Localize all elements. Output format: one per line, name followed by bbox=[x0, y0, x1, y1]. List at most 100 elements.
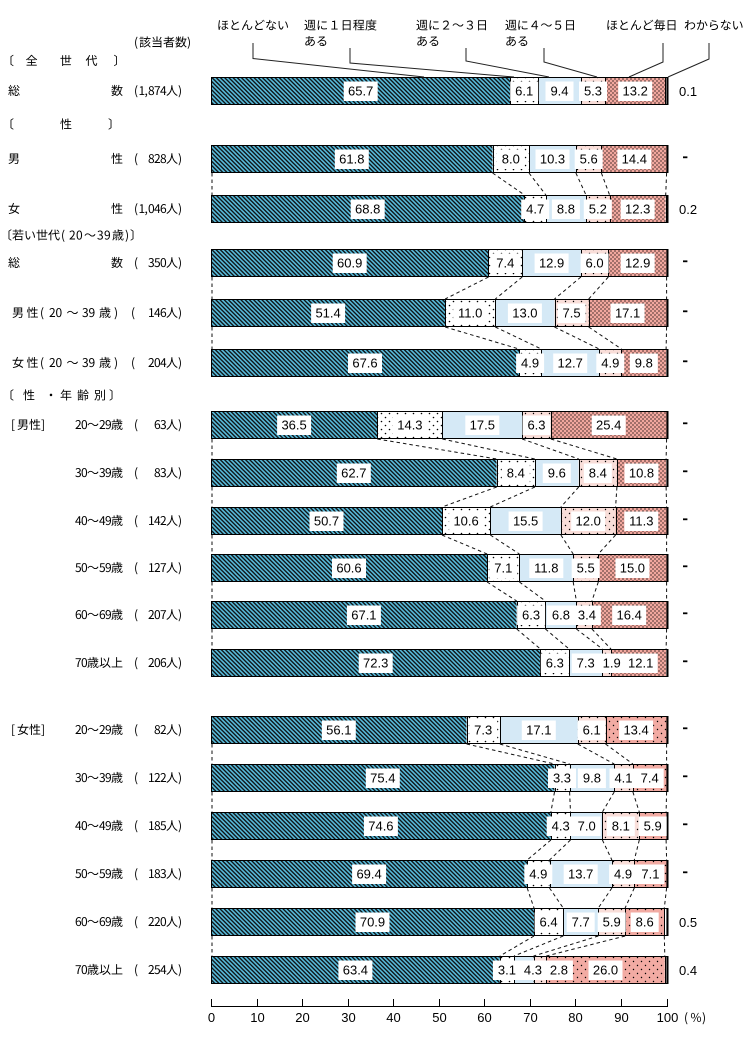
svg-text:10.3: 10.3 bbox=[540, 152, 565, 167]
svg-text:6.0: 6.0 bbox=[586, 256, 604, 271]
svg-text:6.1: 6.1 bbox=[515, 84, 533, 99]
svg-text:0: 0 bbox=[208, 1010, 215, 1025]
svg-text:9.4: 9.4 bbox=[550, 84, 568, 99]
svg-text:14.4: 14.4 bbox=[622, 152, 647, 167]
svg-text:8.0: 8.0 bbox=[502, 152, 520, 167]
svg-text:40: 40 bbox=[386, 1010, 400, 1025]
svg-text:4.7: 4.7 bbox=[526, 202, 544, 217]
svg-text:11.8: 11.8 bbox=[534, 561, 558, 576]
svg-text:20: 20 bbox=[295, 1010, 309, 1025]
svg-text:5.9: 5.9 bbox=[603, 915, 621, 930]
svg-text:4.9: 4.9 bbox=[601, 356, 619, 371]
svg-text:4.9: 4.9 bbox=[529, 867, 547, 882]
svg-text:80: 80 bbox=[568, 1010, 582, 1025]
svg-text:70.9: 70.9 bbox=[360, 915, 385, 930]
svg-text:17.1: 17.1 bbox=[615, 306, 640, 321]
svg-text:63.4: 63.4 bbox=[343, 963, 368, 978]
svg-text:13.4: 13.4 bbox=[623, 723, 648, 738]
svg-text:8.1: 8.1 bbox=[612, 819, 630, 834]
svg-text:68.8: 68.8 bbox=[355, 202, 380, 217]
svg-text:3.1: 3.1 bbox=[498, 963, 516, 978]
svg-text:4.3: 4.3 bbox=[552, 819, 570, 834]
svg-text:17.5: 17.5 bbox=[470, 418, 495, 433]
svg-text:8.4: 8.4 bbox=[507, 466, 525, 481]
svg-text:74.6: 74.6 bbox=[368, 819, 393, 834]
svg-text:13.7: 13.7 bbox=[568, 867, 593, 882]
svg-text:7.4: 7.4 bbox=[641, 771, 659, 786]
svg-text:8.4: 8.4 bbox=[589, 466, 607, 481]
svg-text:70: 70 bbox=[523, 1010, 537, 1025]
svg-text:7.0: 7.0 bbox=[578, 819, 596, 834]
svg-text:0.5: 0.5 bbox=[679, 915, 697, 930]
svg-text:60: 60 bbox=[477, 1010, 491, 1025]
svg-text:26.0: 26.0 bbox=[593, 963, 618, 978]
svg-text:60.9: 60.9 bbox=[337, 256, 362, 271]
svg-text:17.1: 17.1 bbox=[526, 723, 551, 738]
svg-text:9.8: 9.8 bbox=[635, 356, 653, 371]
svg-text:12.3: 12.3 bbox=[625, 202, 650, 217]
svg-text:5.5: 5.5 bbox=[577, 561, 595, 576]
svg-text:36.5: 36.5 bbox=[281, 418, 306, 433]
svg-text:11.0: 11.0 bbox=[458, 306, 482, 321]
svg-text:6.8: 6.8 bbox=[552, 608, 570, 623]
svg-text:6.4: 6.4 bbox=[540, 915, 558, 930]
svg-text:9.6: 9.6 bbox=[548, 466, 566, 481]
svg-text:6.3: 6.3 bbox=[522, 608, 540, 623]
svg-text:10: 10 bbox=[250, 1010, 264, 1025]
svg-text:11.3: 11.3 bbox=[629, 514, 653, 529]
svg-text:5.9: 5.9 bbox=[644, 819, 662, 834]
svg-text:6.3: 6.3 bbox=[546, 656, 564, 671]
svg-text:30: 30 bbox=[341, 1010, 355, 1025]
svg-text:1.9: 1.9 bbox=[603, 656, 621, 671]
svg-text:7.4: 7.4 bbox=[496, 256, 514, 271]
svg-text:4.9: 4.9 bbox=[521, 356, 539, 371]
svg-text:56.1: 56.1 bbox=[326, 723, 351, 738]
svg-text:4.1: 4.1 bbox=[614, 771, 632, 786]
svg-text:12.9: 12.9 bbox=[539, 256, 564, 271]
svg-text:4.3: 4.3 bbox=[524, 963, 542, 978]
svg-text:90: 90 bbox=[614, 1010, 628, 1025]
svg-text:7.1: 7.1 bbox=[641, 867, 659, 882]
svg-text:10.8: 10.8 bbox=[629, 466, 654, 481]
svg-text:50.7: 50.7 bbox=[314, 514, 339, 529]
svg-text:61.8: 61.8 bbox=[339, 152, 364, 167]
svg-text:69.4: 69.4 bbox=[356, 867, 381, 882]
svg-text:0.1: 0.1 bbox=[679, 84, 697, 99]
svg-text:12.1: 12.1 bbox=[628, 656, 653, 671]
svg-text:14.3: 14.3 bbox=[397, 418, 422, 433]
svg-text:8.8: 8.8 bbox=[557, 202, 575, 217]
svg-text:12.9: 12.9 bbox=[625, 256, 650, 271]
svg-text:3.4: 3.4 bbox=[578, 608, 596, 623]
svg-text:6.3: 6.3 bbox=[527, 418, 545, 433]
svg-text:13.2: 13.2 bbox=[623, 84, 648, 99]
svg-text:7.1: 7.1 bbox=[494, 561, 512, 576]
svg-text:3.3: 3.3 bbox=[553, 771, 571, 786]
svg-text:6.1: 6.1 bbox=[583, 723, 601, 738]
svg-text:5.6: 5.6 bbox=[580, 152, 598, 167]
svg-text:5.2: 5.2 bbox=[589, 202, 607, 217]
svg-text:12.0: 12.0 bbox=[576, 514, 601, 529]
svg-text:50: 50 bbox=[432, 1010, 446, 1025]
svg-text:13.0: 13.0 bbox=[512, 306, 537, 321]
svg-text:75.4: 75.4 bbox=[370, 771, 395, 786]
svg-text:25.4: 25.4 bbox=[596, 418, 621, 433]
svg-text:9.8: 9.8 bbox=[583, 771, 601, 786]
svg-text:4.9: 4.9 bbox=[614, 867, 632, 882]
svg-text:0.4: 0.4 bbox=[679, 963, 697, 978]
svg-text:2.8: 2.8 bbox=[550, 963, 568, 978]
svg-text:8.6: 8.6 bbox=[636, 915, 654, 930]
svg-text:7.3: 7.3 bbox=[577, 656, 595, 671]
svg-text:62.7: 62.7 bbox=[341, 466, 366, 481]
svg-text:12.7: 12.7 bbox=[558, 356, 583, 371]
svg-text:60.6: 60.6 bbox=[336, 561, 361, 576]
svg-text:72.3: 72.3 bbox=[363, 656, 388, 671]
svg-text:5.3: 5.3 bbox=[584, 84, 602, 99]
svg-text:7.3: 7.3 bbox=[474, 723, 492, 738]
svg-text:7.5: 7.5 bbox=[563, 306, 581, 321]
svg-text:67.1: 67.1 bbox=[351, 608, 376, 623]
svg-text:16.4: 16.4 bbox=[617, 608, 642, 623]
svg-text:67.6: 67.6 bbox=[352, 356, 377, 371]
svg-text:15.0: 15.0 bbox=[620, 561, 645, 576]
svg-text:51.4: 51.4 bbox=[315, 306, 340, 321]
svg-text:10.6: 10.6 bbox=[453, 514, 478, 529]
